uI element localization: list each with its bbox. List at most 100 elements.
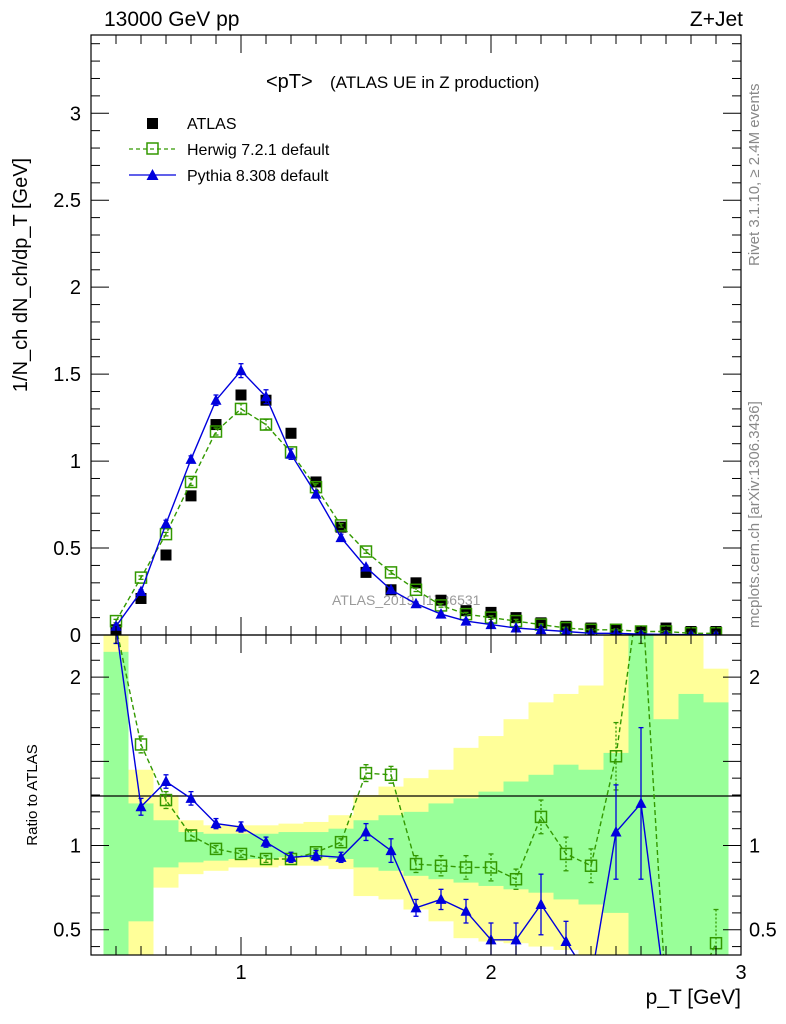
pythia-point — [160, 517, 172, 529]
atlas-point — [285, 427, 297, 439]
herwig-ratio-point — [584, 859, 598, 872]
herwig-ratio-point — [234, 847, 248, 861]
pythia-ratio-point — [310, 849, 322, 861]
pythia-ratio-point — [135, 800, 147, 812]
band-inner — [653, 719, 679, 955]
x-axis-label: p_T [GeV] — [646, 986, 741, 1009]
atlas-point — [510, 612, 522, 624]
herwig-ratio-point — [409, 857, 423, 871]
herwig-ratio-point — [159, 793, 173, 807]
pythia-point — [260, 390, 272, 402]
pythia-point — [185, 453, 197, 464]
axis-ticks — [91, 35, 741, 955]
herwig-ratio-point — [384, 768, 398, 782]
atlas-point — [460, 605, 472, 617]
header-right: Z+Jet — [689, 8, 743, 31]
herwig-point — [409, 583, 423, 597]
herwig-ratio-point — [534, 810, 548, 824]
y-tick-label: 2.5 — [53, 190, 81, 212]
pythia-point — [435, 608, 447, 619]
band-inner — [503, 781, 529, 890]
herwig-point — [384, 566, 398, 579]
herwig-ratio-point — [359, 766, 373, 780]
ratio-y-tick-label-right: 2 — [749, 667, 760, 689]
legend: ATLAS Herwig 7.2.1 default Pythia 8.308 … — [129, 116, 330, 185]
pythia-ratio-point — [260, 836, 272, 847]
ratio-y-tick-label-right: 0.5 — [749, 920, 777, 942]
y-tick-label: 1.5 — [53, 364, 81, 386]
main-plot-area — [109, 363, 723, 635]
pythia-ratio-point — [635, 797, 647, 808]
atlas-point — [210, 419, 222, 431]
pythia-point — [235, 364, 247, 376]
herwig-ratio-point — [209, 842, 223, 856]
header-left: 13000 GeV pp — [104, 8, 240, 31]
atlas-point — [160, 549, 172, 561]
ratio-y-tick-label-right: 1 — [749, 836, 760, 858]
pythia-ratio-point — [285, 851, 297, 862]
pythia-ratio-point — [160, 775, 172, 787]
axis-tick-labels: 1 2 300.511.522.530.5 0.51 12 2 — [53, 103, 777, 984]
y-tick-label: 1 — [70, 451, 81, 473]
pythia-ratio-point — [535, 898, 547, 909]
pythia-ratio-point — [560, 935, 572, 947]
herwig-point — [234, 402, 248, 416]
chart-title: <pT> — [266, 71, 313, 93]
pythia-ratio-point — [460, 905, 472, 916]
ratio-y-tick-label: 1 — [70, 836, 81, 858]
pythia-ratio-point — [185, 792, 197, 803]
pythia-ratio-point — [360, 826, 372, 837]
herwig-ratio-point — [134, 738, 148, 751]
pythia-ratio-point — [335, 851, 347, 862]
atlas-point — [535, 617, 547, 629]
herwig-point — [209, 425, 223, 438]
pythia-point — [210, 394, 222, 405]
herwig-ratio-point — [184, 829, 198, 842]
pythia-point — [135, 585, 147, 597]
herwig-ratio-point — [636, 571, 647, 582]
herwig-point — [359, 545, 373, 558]
band-inner — [678, 693, 704, 955]
herwig-point — [609, 623, 623, 635]
legend-pythia-marker — [146, 169, 159, 180]
legend-herwig-label: Herwig 7.2.1 default — [187, 142, 330, 159]
pythia-point — [110, 620, 122, 631]
herwig-point — [584, 623, 598, 635]
atlas-point — [235, 389, 247, 401]
atlas-point — [185, 490, 197, 502]
band-inner — [153, 820, 179, 868]
pythia-point — [360, 561, 372, 572]
herwig-ratio-point — [559, 847, 573, 861]
herwig-point — [334, 519, 348, 532]
legend-pythia-label: Pythia 8.308 default — [187, 168, 329, 185]
x-tick-label: 3 — [735, 962, 746, 984]
herwig-ratio-point — [434, 859, 448, 872]
pythia-ratio-point — [235, 821, 247, 832]
pythia-point — [310, 488, 322, 499]
y-tick-label: 0 — [70, 625, 81, 647]
band-inner — [103, 651, 129, 955]
pythia-ratio-point — [586, 974, 597, 985]
pythia-point — [385, 583, 397, 595]
pythia-point — [410, 597, 422, 609]
x-tick-label: 2 — [485, 962, 496, 984]
pythia-point — [460, 615, 472, 626]
band-inner — [553, 764, 579, 900]
herwig-ratio-point — [509, 872, 523, 886]
band-inner — [578, 769, 604, 905]
band-inner — [178, 832, 204, 863]
pythia-ratio-point — [435, 893, 447, 904]
pythia-point — [335, 531, 347, 543]
herwig-point — [259, 418, 273, 431]
band-inner — [128, 803, 154, 922]
chart-subtitle: (ATLAS UE in Z production) — [330, 73, 539, 92]
herwig-ratio-point — [459, 861, 473, 874]
watermark: ATLAS_2019_I1736531 — [332, 592, 481, 608]
band-inner — [703, 702, 729, 955]
atlas-point — [360, 566, 372, 578]
pythia-point — [285, 448, 297, 459]
ratio-plot-area — [113, 571, 723, 985]
pythia-ratio-point — [210, 817, 222, 829]
atlas-point — [410, 577, 422, 589]
herwig-ratio-point — [484, 861, 498, 874]
